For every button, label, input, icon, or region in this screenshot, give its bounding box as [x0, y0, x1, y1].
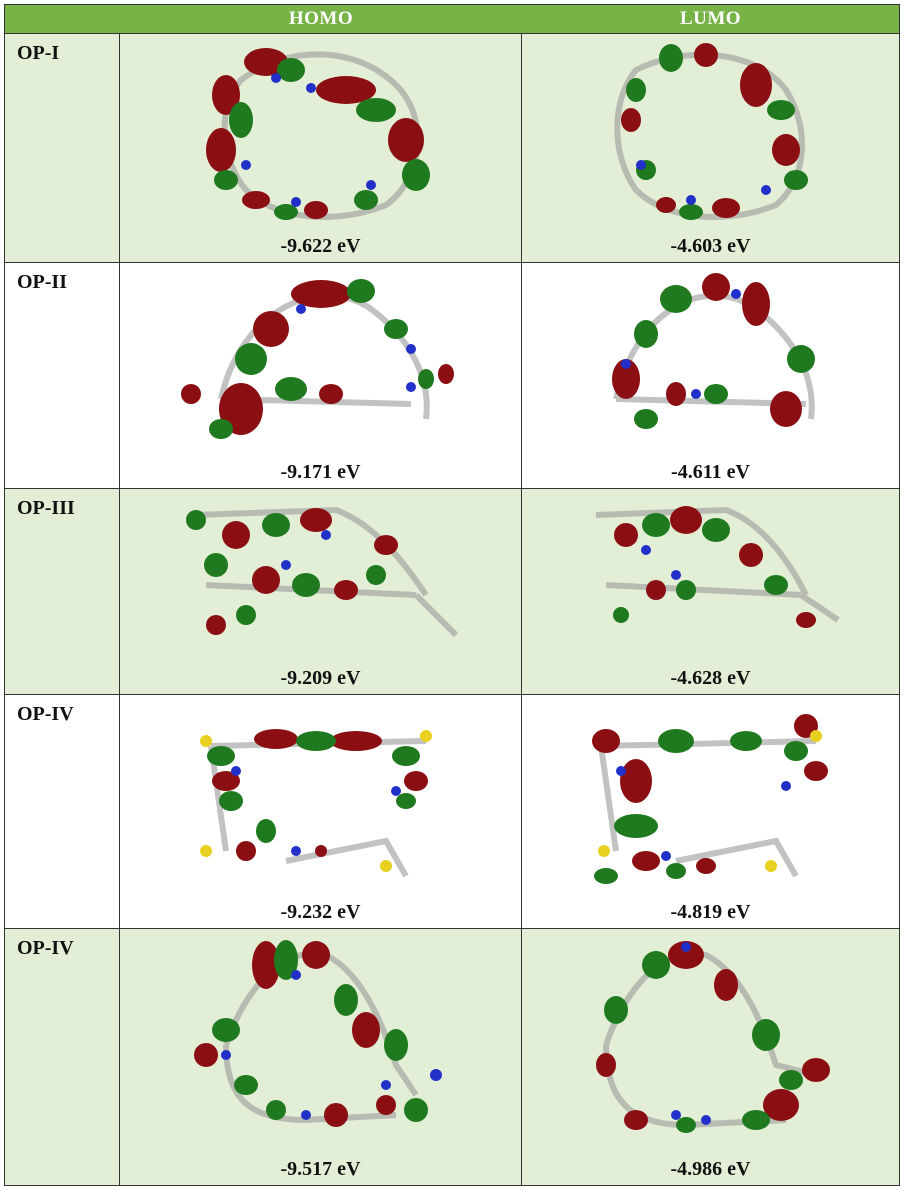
- lumo-cell: -4.611 eV: [522, 263, 899, 488]
- lumo-cell: -4.819 eV: [522, 695, 899, 928]
- lumo-orbital-image: [613, 43, 808, 220]
- homo-energy: -9.171 eV: [280, 461, 361, 483]
- header-lumo: LUMO: [679, 8, 742, 29]
- lumo-orbital-image: [611, 273, 815, 429]
- lumo-energy: -4.819 eV: [670, 901, 751, 923]
- table-row: OP-III -9.209 eV -4.628 eV: [5, 489, 899, 695]
- row-label: OP-IV: [17, 937, 74, 959]
- table-row: OP-I -9.622 eV -4.603 eV: [5, 34, 899, 263]
- homo-energy: -9.622 eV: [280, 235, 361, 257]
- homo-orbital-image: [193, 940, 442, 1127]
- header-homo: HOMO: [288, 8, 354, 29]
- lumo-energy: -4.603 eV: [670, 235, 751, 257]
- row-label: OP-II: [17, 271, 67, 293]
- row-label-cell: OP-III: [5, 489, 120, 694]
- homo-energy: -9.517 eV: [280, 1158, 361, 1180]
- homo-cell: -9.517 eV: [120, 929, 522, 1185]
- homo-cell: -9.232 eV: [120, 695, 522, 928]
- homo-energy: -9.232 eV: [280, 901, 361, 923]
- row-label-cell: OP-IV: [5, 929, 120, 1185]
- homo-cell: -9.209 eV: [120, 489, 522, 694]
- lumo-energy: -4.628 eV: [670, 667, 751, 689]
- row-label-cell: OP-II: [5, 263, 120, 488]
- homo-orbital-image: [180, 279, 454, 439]
- table-row: OP-IV -9.517 eV -4.986 eV: [5, 929, 899, 1185]
- table-header: HOMO LUMO: [5, 5, 899, 34]
- homo-cell: -9.622 eV: [120, 34, 522, 262]
- lumo-cell: -4.603 eV: [522, 34, 899, 262]
- row-label: OP-III: [17, 497, 75, 519]
- lumo-cell: -4.628 eV: [522, 489, 899, 694]
- lumo-energy: -4.986 eV: [670, 1158, 751, 1180]
- homo-cell: -9.171 eV: [120, 263, 522, 488]
- homo-orbital-image: [205, 48, 430, 220]
- row-label: OP-I: [17, 42, 60, 64]
- lumo-orbital-image: [595, 506, 840, 628]
- homo-energy: -9.209 eV: [280, 667, 361, 689]
- table-row: OP-IV -9.232 eV -4.819 eV: [5, 695, 899, 929]
- row-label-cell: OP-I: [5, 34, 120, 262]
- table-row: OP-II -9.171 eV -4.611 eV: [5, 263, 899, 489]
- lumo-orbital-image: [595, 941, 830, 1133]
- homo-orbital-image: [185, 506, 458, 638]
- row-label-cell: OP-IV: [5, 695, 120, 928]
- row-label: OP-IV: [17, 703, 74, 725]
- lumo-orbital-image: [591, 714, 828, 884]
- lumo-energy: -4.611 eV: [671, 461, 750, 483]
- homo-orbital-image: [199, 729, 432, 878]
- orbital-table: HOMO LUMO OP-I -9.622 eV -4.603 eV O: [4, 4, 900, 1186]
- lumo-cell: -4.986 eV: [522, 929, 899, 1185]
